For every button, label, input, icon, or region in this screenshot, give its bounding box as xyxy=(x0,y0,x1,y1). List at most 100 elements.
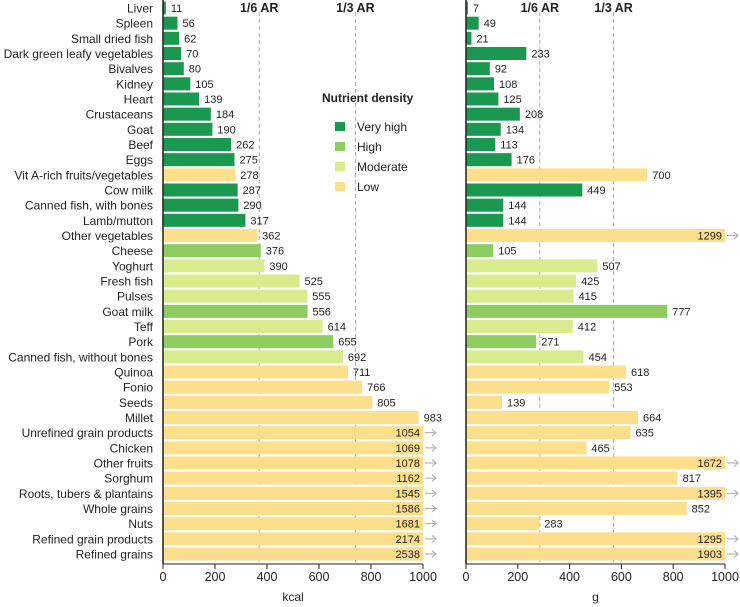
data-label: 144 xyxy=(508,215,526,227)
category-label: Cow milk xyxy=(104,184,154,198)
data-label: 525 xyxy=(305,276,323,288)
category-label: Dark green leafy vegetables xyxy=(4,47,153,61)
category-label: Goat xyxy=(127,123,154,137)
overflow-arrow xyxy=(425,489,437,498)
category-label: Quinoa xyxy=(114,366,153,380)
data-label: 56 xyxy=(183,18,195,30)
bar xyxy=(163,122,213,136)
bar xyxy=(163,502,423,515)
data-label: 287 xyxy=(243,185,261,197)
bar xyxy=(466,47,527,60)
data-label: 108 xyxy=(499,79,517,91)
bar xyxy=(163,365,348,379)
x-axis-label: kcal xyxy=(282,590,303,604)
bar xyxy=(466,168,648,182)
category-label: Bivalves xyxy=(108,62,153,76)
legend-label-moderate: Moderate xyxy=(357,160,408,174)
bar xyxy=(163,213,246,227)
bar xyxy=(163,456,423,470)
bar xyxy=(466,274,577,288)
data-label: 113 xyxy=(500,140,518,152)
category-label: Other vegetables xyxy=(62,229,153,243)
overflow-arrow xyxy=(727,550,739,558)
category-label: Beef xyxy=(128,138,153,152)
bar xyxy=(163,153,235,167)
legend-swatch-low xyxy=(335,182,345,191)
data-label: 290 xyxy=(243,200,261,212)
bar xyxy=(163,532,423,546)
data-label: 144 xyxy=(508,200,526,212)
x-tick-label: 600 xyxy=(611,570,632,584)
overflow-arrow xyxy=(425,428,437,437)
bar xyxy=(466,183,583,197)
bar xyxy=(466,213,504,227)
legend: Nutrient density Very high High Moderate Lo… xyxy=(322,91,414,194)
bar xyxy=(466,62,490,76)
data-label: 92 xyxy=(495,64,507,76)
data-label: 655 xyxy=(338,337,356,349)
x-tick-label: 600 xyxy=(309,570,330,584)
category-label: Yoghurt xyxy=(112,259,154,273)
x-tick-label: 400 xyxy=(257,570,278,584)
data-label: 1078 xyxy=(396,458,420,470)
bar xyxy=(163,380,363,394)
category-label: Eggs xyxy=(126,153,153,167)
bar xyxy=(163,441,423,455)
data-label: 134 xyxy=(506,124,524,136)
bar xyxy=(163,259,265,273)
reference-label: 1/3 AR xyxy=(336,1,374,15)
bar xyxy=(163,16,178,30)
category-label: Refined grain products xyxy=(32,532,153,546)
category-label: Spleen xyxy=(116,17,153,31)
data-label: 80 xyxy=(189,64,201,76)
data-label: 711 xyxy=(353,367,371,379)
data-label: 412 xyxy=(578,322,596,334)
category-label: Liver xyxy=(127,2,153,16)
data-label: 817 xyxy=(683,473,701,485)
legend-swatch-very_high xyxy=(335,122,345,131)
data-label: 766 xyxy=(367,382,385,394)
overflow-arrow xyxy=(727,489,739,498)
data-label: 664 xyxy=(643,413,661,425)
bar xyxy=(163,426,423,440)
category-label: Lamb/mutton xyxy=(83,214,153,228)
reference-label: 1/3 AR xyxy=(594,1,632,15)
data-label: 208 xyxy=(525,109,543,121)
data-label: 1586 xyxy=(396,504,420,516)
data-label: 62 xyxy=(184,33,196,45)
bar xyxy=(466,304,668,318)
data-label: 805 xyxy=(377,397,395,409)
category-label: Fonio xyxy=(123,381,153,395)
overflow-arrow xyxy=(425,474,437,483)
category-label: Crustaceans xyxy=(86,108,153,122)
data-label: 556 xyxy=(313,306,331,318)
category-label: Canned fish, without bones xyxy=(8,350,153,364)
data-label: 139 xyxy=(204,94,222,106)
overflow-arrow xyxy=(425,519,437,528)
x-tick-label: 1000 xyxy=(409,570,437,584)
data-label: 415 xyxy=(578,291,596,303)
x-tick-label: 800 xyxy=(663,570,684,584)
reference-label: 1/6 AR xyxy=(240,1,278,15)
data-label: 271 xyxy=(541,337,559,349)
bar xyxy=(163,350,343,364)
data-label: 70 xyxy=(186,49,198,61)
category-label: Pulses xyxy=(117,290,153,304)
bar xyxy=(163,395,373,409)
data-label: 1069 xyxy=(396,443,420,455)
data-label: 184 xyxy=(216,109,234,121)
x-tick-label: 0 xyxy=(463,570,470,584)
category-label: Refined grains xyxy=(76,548,153,562)
bar xyxy=(466,229,725,242)
category-label: Nuts xyxy=(128,517,153,531)
data-label: 507 xyxy=(602,261,620,273)
x-tick-label: 0 xyxy=(160,570,167,584)
data-label: 21 xyxy=(476,33,488,45)
bar xyxy=(466,153,512,167)
data-label: 105 xyxy=(498,246,516,258)
bar xyxy=(466,198,504,212)
bar xyxy=(466,380,610,394)
overflow-arrow xyxy=(425,504,437,513)
